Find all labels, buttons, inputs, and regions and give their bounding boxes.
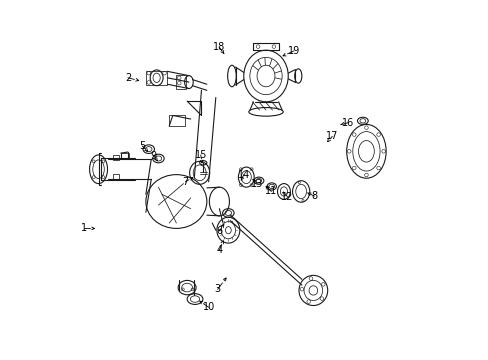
Bar [113,174,119,180]
Text: 11: 11 [264,186,277,197]
Text: 14: 14 [237,170,249,180]
Text: 3: 3 [214,284,220,294]
Bar [113,154,119,160]
Text: 2: 2 [124,73,131,83]
Bar [176,75,186,89]
Text: 13: 13 [250,179,263,189]
Bar [145,71,167,85]
Text: 4: 4 [216,245,222,255]
Text: 17: 17 [325,131,338,141]
Text: 19: 19 [287,46,300,56]
Text: 7: 7 [182,177,188,187]
Text: 9: 9 [150,150,157,161]
Text: 8: 8 [311,191,317,201]
Text: 16: 16 [342,118,354,128]
Text: 18: 18 [213,42,225,52]
Text: 10: 10 [202,302,214,312]
Text: 6: 6 [216,226,222,236]
Text: 15: 15 [194,150,206,160]
Text: 1: 1 [81,224,87,233]
Bar [169,116,185,126]
Text: 5: 5 [139,141,145,151]
Bar [121,153,128,159]
Text: 12: 12 [281,192,293,202]
